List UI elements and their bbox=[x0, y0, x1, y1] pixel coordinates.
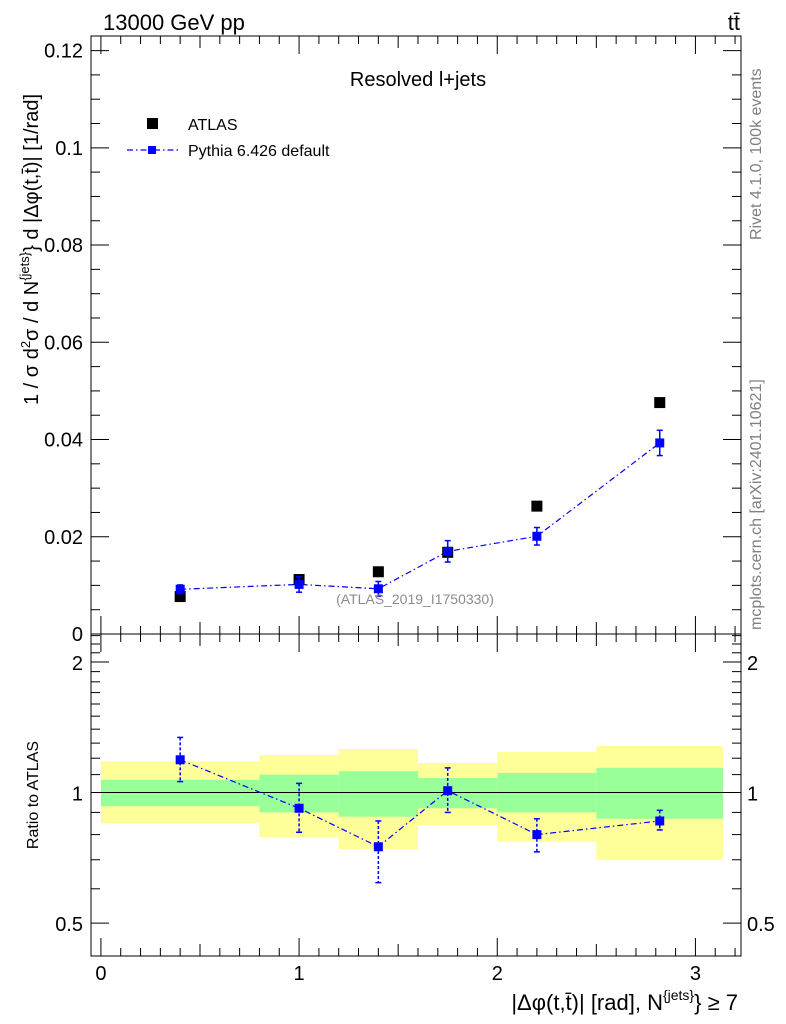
ratio-x-tick-label: 1 bbox=[294, 963, 305, 985]
main-y-axis-label: 1 / σ d2σ / d N{jets}} d |Δφ(t,t̄)| [1/r… bbox=[17, 94, 43, 405]
mc-data-point bbox=[294, 579, 304, 589]
ratio-y-tick-label-right: 2 bbox=[747, 653, 758, 675]
legend: ATLAS Pythia 6.426 default bbox=[127, 117, 330, 160]
mc-series-line bbox=[180, 442, 661, 590]
mc-data-point bbox=[175, 584, 185, 594]
ratio-y-tick-label-left: 2 bbox=[72, 653, 83, 675]
ratio-mc-point bbox=[373, 842, 383, 852]
main-y-tick-label: 0.04 bbox=[44, 430, 83, 452]
ratio-y-tick-label-left: 1 bbox=[72, 784, 83, 806]
main-y-tick-label: 0.08 bbox=[44, 235, 83, 257]
mc-data-point bbox=[373, 584, 383, 594]
rivet-version-label: Rivet 4.1.0, 100k events bbox=[748, 68, 765, 240]
x-axis-label: |Δφ(t,t̄)| [rad], N{jets}} ≥ 7 bbox=[511, 987, 738, 1015]
ratio-uncertainty-bands bbox=[91, 746, 741, 860]
legend-mc-label: Pythia 6.426 default bbox=[188, 143, 330, 160]
analysis-watermark: (ATLAS_2019_I1750330) bbox=[336, 591, 494, 607]
main-y-tick-label: 0.12 bbox=[44, 41, 83, 63]
ratio-y-tick-label-right: 1 bbox=[747, 784, 758, 806]
ratio-y-axis: 0.5 0.5 1 1 2 2 bbox=[55, 635, 775, 936]
main-plot: 0 0.02 0.04 0.06 0.08 0.1 0.12 Resolved l+jets… bbox=[17, 35, 742, 646]
ratio-mc-point bbox=[443, 786, 453, 796]
main-y-tick-label: 0.1 bbox=[55, 138, 83, 160]
mc-data-point bbox=[655, 438, 665, 448]
legend-atlas-label: ATLAS bbox=[188, 117, 238, 134]
main-y-axis: 0 0.02 0.04 0.06 0.08 0.1 0.12 bbox=[44, 41, 741, 646]
ratio-band-inner bbox=[338, 771, 418, 817]
ratio-mc-point bbox=[294, 803, 304, 813]
ratio-plot-frame bbox=[90, 633, 742, 957]
ratio-plot: 0.5 0.5 1 1 2 2 0 1 2 3 Ratio to ATLAS bbox=[25, 633, 775, 985]
mcplots-label: mcplots.cern.ch [arXiv:2401.10621] bbox=[748, 379, 765, 630]
ratio-x-tick-label: 0 bbox=[95, 963, 106, 985]
ratio-x-tick-label: 2 bbox=[492, 963, 503, 985]
header-energy-label: 13000 GeV pp bbox=[103, 10, 245, 35]
legend-mc-marker bbox=[148, 146, 156, 154]
ratio-series-layer bbox=[175, 736, 665, 884]
header-process-label: tt̄ bbox=[728, 10, 740, 35]
ratio-y-tick-label-right: 0.5 bbox=[747, 914, 775, 936]
main-y-tick-label: 0.02 bbox=[44, 527, 83, 549]
ratio-mc-point bbox=[532, 830, 542, 840]
main-x-ticks bbox=[100, 36, 736, 634]
ratio-y-axis-label: Ratio to ATLAS bbox=[25, 741, 42, 849]
atlas-data-point bbox=[174, 591, 186, 603]
main-plot-title: Resolved l+jets bbox=[350, 69, 486, 91]
atlas-data-point bbox=[654, 397, 666, 409]
ratio-y-tick-label-left: 0.5 bbox=[55, 914, 83, 936]
main-series-layer bbox=[174, 397, 666, 603]
ratio-band-inner bbox=[417, 778, 498, 809]
main-y-tick-label: 0.06 bbox=[44, 332, 83, 354]
ratio-mc-point bbox=[175, 755, 185, 765]
ratio-x-tick-label: 3 bbox=[690, 963, 701, 985]
main-y-tick-label: 0 bbox=[72, 624, 83, 646]
ratio-mc-line bbox=[179, 759, 660, 848]
legend-atlas-marker bbox=[147, 118, 158, 129]
atlas-data-point bbox=[372, 566, 384, 578]
ratio-x-axis: 0 1 2 3 bbox=[95, 634, 736, 985]
mc-data-point bbox=[532, 531, 542, 541]
mc-data-point bbox=[443, 546, 453, 556]
ratio-mc-point bbox=[655, 816, 665, 826]
atlas-data-point bbox=[531, 500, 543, 512]
